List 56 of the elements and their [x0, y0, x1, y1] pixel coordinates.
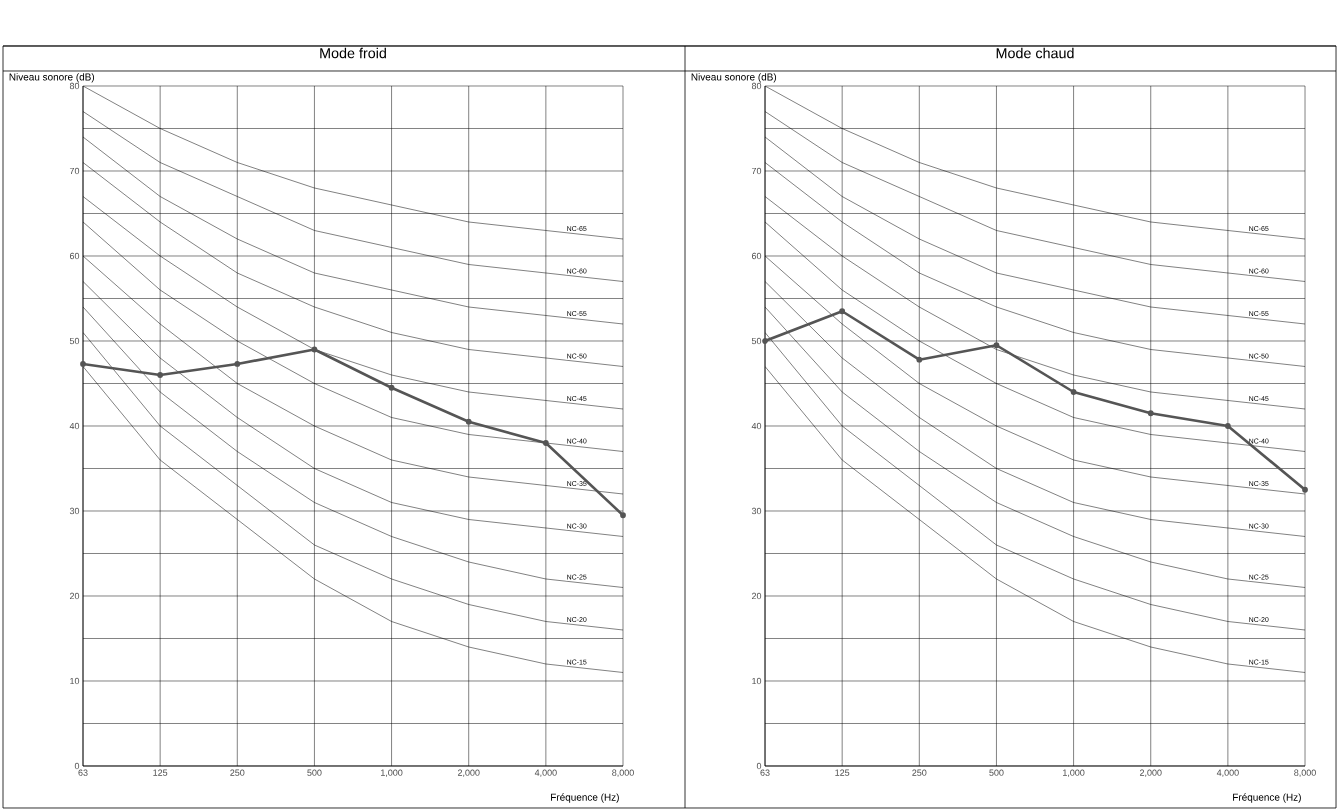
point: [234, 361, 241, 367]
x-axis-title: Fréquence (Hz): [551, 793, 619, 803]
y-tick-label: 70: [751, 167, 762, 175]
point: [1302, 486, 1308, 493]
x-tick-label: 500: [307, 769, 322, 776]
y-axis-title: Niveau sonore (dB): [9, 73, 95, 83]
y-tick-label: 40: [751, 422, 762, 430]
x-tick-label: 1,000: [381, 769, 403, 777]
x-tick-label: 500: [989, 769, 1004, 776]
chart-title: Mode chaud: [996, 47, 1074, 59]
x-tick-label: 4,000: [534, 769, 557, 777]
x-tick-label: 2,000: [1139, 769, 1162, 777]
y-tick-label: 60: [69, 252, 80, 260]
point: [1070, 389, 1077, 395]
x-tick-label: 250: [912, 769, 927, 776]
y-tick-label: 0: [756, 762, 762, 770]
y-tick-label: 60: [751, 252, 762, 260]
x-tick-label: 250: [230, 769, 245, 776]
point: [465, 418, 472, 425]
x-tick-label: 63: [760, 769, 770, 776]
y-tick-label: 0: [74, 762, 80, 770]
y-tick-label: 80: [69, 82, 80, 90]
point: [388, 384, 395, 391]
chart-title: Mode froid: [320, 47, 386, 59]
point: [80, 361, 86, 367]
y-tick-label: 20: [751, 592, 762, 600]
point: [762, 338, 768, 344]
y-axis-title: Niveau sonore (dB): [691, 73, 777, 83]
point: [542, 440, 549, 446]
x-tick-label: 1,000: [1063, 769, 1085, 777]
y-tick-label: 70: [69, 167, 80, 175]
x-tick-label: 8,000: [1294, 769, 1316, 777]
point: [916, 356, 923, 363]
x-tick-label: 2,000: [457, 769, 480, 777]
y-tick-label: 80: [751, 82, 762, 90]
point: [620, 512, 626, 519]
x-tick-label: 8,000: [612, 769, 634, 777]
x-axis-title: Fréquence (Hz): [1233, 793, 1301, 803]
y-tick-label: 40: [69, 422, 80, 430]
y-tick-label: 30: [69, 507, 80, 515]
point: [311, 346, 318, 353]
y-tick-label: 10: [752, 677, 762, 685]
point: [1147, 410, 1154, 417]
y-tick-label: 50: [751, 337, 762, 345]
point: [839, 308, 846, 315]
point: [1224, 423, 1231, 429]
point: [157, 372, 164, 378]
y-tick-label: 30: [751, 507, 762, 515]
x-tick-label: 125: [835, 769, 850, 776]
x-tick-label: 63: [78, 769, 88, 776]
point: [993, 342, 1000, 349]
x-tick-label: 4,000: [1216, 769, 1239, 777]
y-tick-label: 10: [70, 677, 80, 685]
y-tick-label: 20: [69, 592, 80, 600]
y-tick-label: 50: [69, 337, 80, 345]
x-tick-label: 125: [153, 769, 168, 776]
